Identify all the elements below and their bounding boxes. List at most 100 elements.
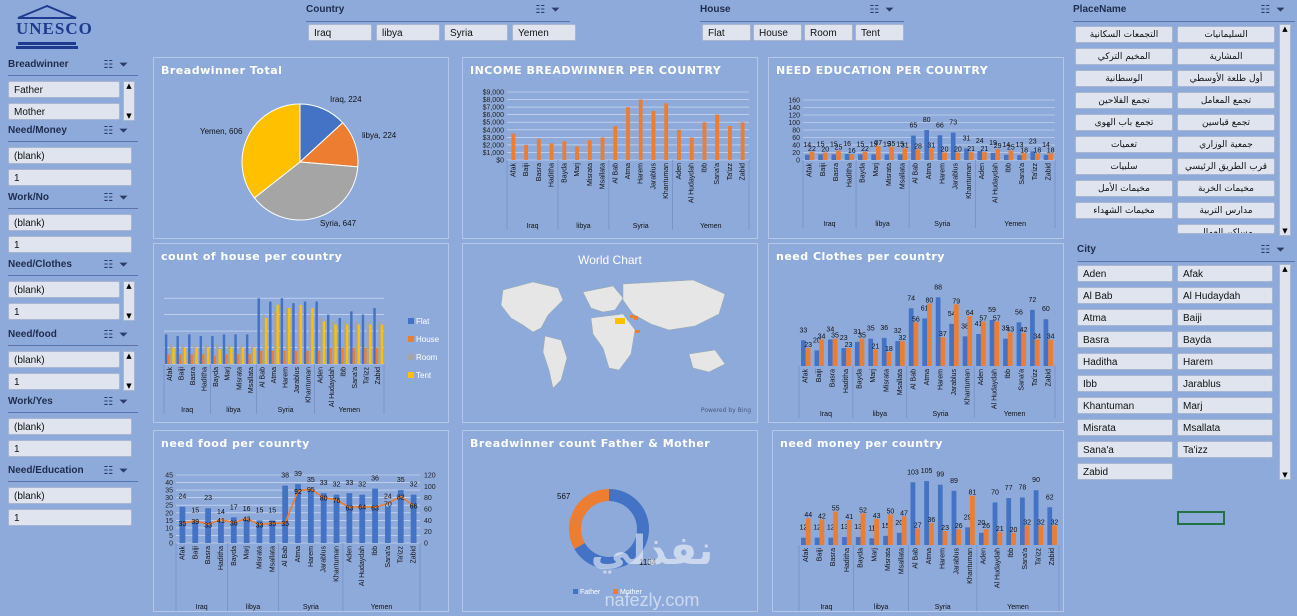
city-item-0[interactable]: Aden	[1077, 265, 1173, 282]
bar[interactable]	[804, 154, 810, 160]
scroll-down-icon[interactable]: ▼	[1282, 471, 1288, 479]
breadwinner-item-1[interactable]: Mother	[8, 103, 120, 120]
need-clothes-item-1[interactable]: 1	[8, 303, 120, 320]
bar[interactable]	[282, 485, 289, 543]
bar[interactable]	[269, 520, 276, 543]
bar[interactable]	[871, 154, 876, 160]
slicer-scrollbar[interactable]: ▲ ▼	[123, 351, 135, 391]
bar[interactable]	[868, 338, 874, 366]
bar[interactable]	[1008, 150, 1014, 160]
bar[interactable]	[253, 347, 256, 364]
bar[interactable]	[935, 297, 941, 366]
placename-item-9[interactable]: تجمع باب الهوى	[1075, 114, 1173, 131]
bar[interactable]	[1047, 507, 1053, 545]
placename-item-11[interactable]: تعميات	[1075, 136, 1173, 153]
placename-item-2[interactable]: المشارية	[1177, 48, 1275, 65]
bar[interactable]	[243, 518, 250, 543]
scroll-up-icon[interactable]: ▲	[126, 82, 132, 90]
bar[interactable]	[915, 528, 921, 545]
bar[interactable]	[380, 324, 384, 364]
bar[interactable]	[364, 347, 367, 364]
bar[interactable]	[385, 506, 391, 543]
bar[interactable]	[256, 520, 263, 543]
bar[interactable]	[334, 324, 337, 364]
work-yes-item-0[interactable]: (blank)	[8, 418, 132, 435]
bar[interactable]	[953, 304, 959, 366]
bar[interactable]	[859, 338, 865, 366]
scroll-down-icon[interactable]: ▼	[126, 112, 132, 120]
placename-item-0[interactable]: السليمانيات	[1177, 26, 1275, 43]
bar[interactable]	[315, 301, 318, 364]
bar[interactable]	[965, 527, 971, 545]
bar[interactable]	[842, 537, 847, 545]
country-item-0[interactable]: Iraq	[308, 24, 372, 41]
donut-slice-mother[interactable]	[569, 489, 609, 549]
multi-select-icon[interactable]: ☷	[103, 191, 120, 204]
bar[interactable]	[276, 304, 279, 364]
bar[interactable]	[1016, 322, 1022, 366]
city-item-18[interactable]: Zabid	[1077, 463, 1173, 480]
bar[interactable]	[206, 347, 210, 364]
city-item-4[interactable]: Atma	[1077, 309, 1173, 326]
bar[interactable]	[967, 316, 973, 366]
bar[interactable]	[192, 344, 196, 364]
bar[interactable]	[195, 347, 198, 364]
placename-item-13[interactable]: سلبيات	[1075, 158, 1173, 175]
multi-select-icon[interactable]: ☷	[1260, 243, 1277, 256]
bar[interactable]	[264, 317, 268, 364]
bar[interactable]	[801, 340, 806, 366]
bar[interactable]	[964, 148, 969, 160]
bar[interactable]	[1011, 532, 1016, 545]
bar[interactable]	[911, 135, 916, 160]
bar[interactable]	[827, 339, 833, 366]
bar[interactable]	[814, 537, 820, 545]
bar[interactable]	[1035, 153, 1040, 160]
bar[interactable]	[855, 537, 861, 545]
bar[interactable]	[942, 152, 947, 161]
need-education-item-1[interactable]: 1	[8, 509, 132, 526]
placename-scrollbar[interactable]: ▲ ▼	[1279, 24, 1291, 236]
bar[interactable]	[292, 303, 295, 364]
bar[interactable]	[248, 354, 251, 364]
need-money-item-0[interactable]: (blank)	[8, 147, 132, 164]
country-item-3[interactable]: Yemen	[512, 24, 576, 41]
bar[interactable]	[922, 318, 927, 366]
bar[interactable]	[227, 344, 231, 364]
yemen-highlight[interactable]	[635, 330, 640, 333]
bar[interactable]	[841, 348, 847, 366]
bar[interactable]	[884, 154, 890, 160]
bar[interactable]	[942, 531, 948, 545]
bar[interactable]	[844, 154, 850, 160]
bar[interactable]	[950, 132, 956, 160]
placename-item-3[interactable]: المخيم التركي	[1075, 48, 1173, 65]
work-no-item-0[interactable]: (blank)	[8, 214, 132, 231]
bar[interactable]	[331, 321, 335, 364]
bar[interactable]	[299, 304, 303, 364]
bar[interactable]	[929, 148, 934, 160]
bar[interactable]	[1048, 153, 1054, 160]
bar[interactable]	[822, 152, 828, 161]
bar[interactable]	[311, 308, 314, 364]
house-item-1[interactable]: House	[753, 24, 802, 41]
scroll-up-icon[interactable]: ▲	[1282, 265, 1288, 273]
bar[interactable]	[854, 341, 860, 366]
city-item-11[interactable]: Jarablus	[1177, 375, 1273, 392]
libya-highlight[interactable]	[615, 318, 625, 324]
bar[interactable]	[874, 518, 880, 545]
bar[interactable]	[346, 493, 353, 543]
bar[interactable]	[833, 511, 838, 545]
bar[interactable]	[1048, 339, 1053, 366]
scroll-up-icon[interactable]: ▲	[126, 282, 132, 290]
bar[interactable]	[908, 308, 914, 366]
bar[interactable]	[280, 298, 284, 364]
bar[interactable]	[873, 349, 878, 366]
multi-select-icon[interactable]: ☷	[103, 464, 120, 477]
bar[interactable]	[929, 523, 934, 545]
bar[interactable]	[308, 314, 312, 364]
city-item-15[interactable]: Msallata	[1177, 419, 1273, 436]
multi-select-icon[interactable]: ☷	[1260, 3, 1277, 16]
bar[interactable]	[982, 152, 987, 160]
bar[interactable]	[397, 490, 404, 543]
bar[interactable]	[937, 484, 943, 545]
bar[interactable]	[241, 347, 245, 364]
